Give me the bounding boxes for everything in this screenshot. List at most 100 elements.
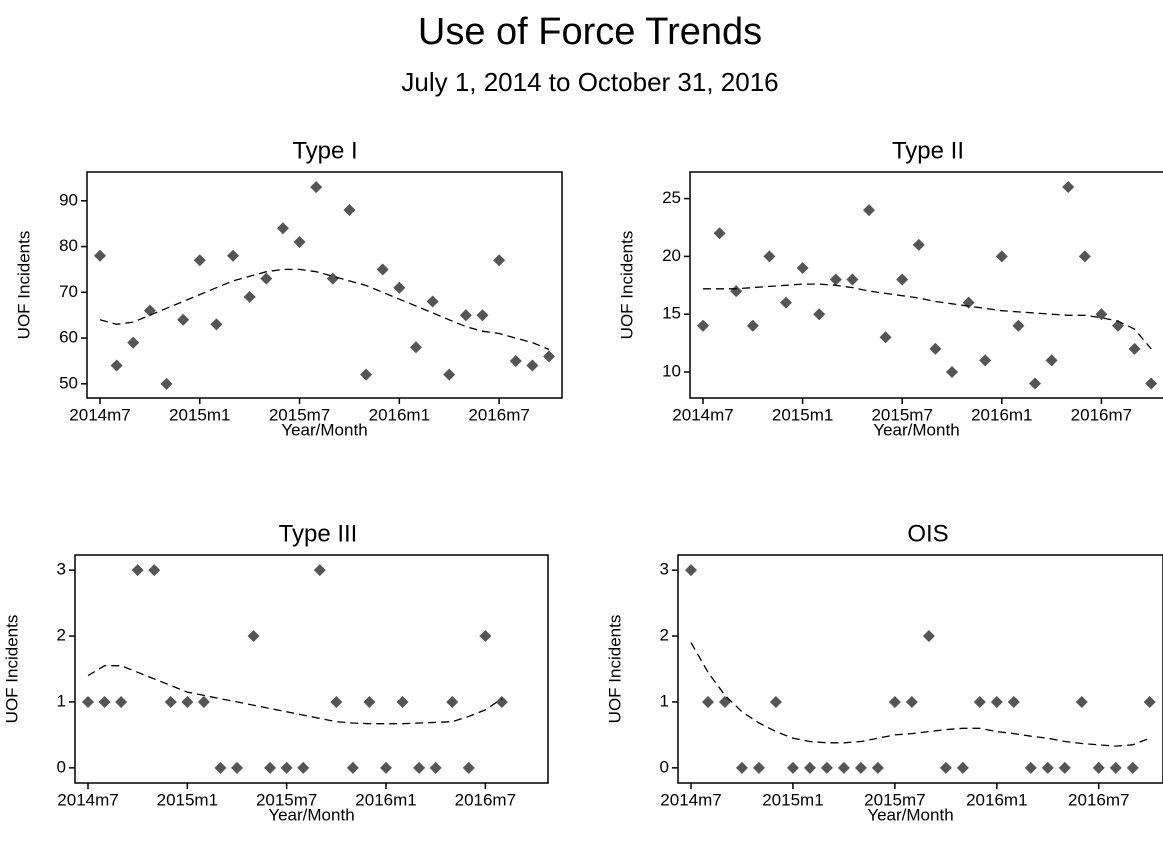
- point: [701, 695, 714, 708]
- point: [1041, 761, 1054, 774]
- point: [280, 761, 293, 774]
- y-tick-label: 15: [662, 304, 681, 323]
- panel-title: Type III: [279, 520, 358, 547]
- point: [803, 761, 816, 774]
- point: [462, 761, 475, 774]
- x-tick-label: 2015m1: [772, 405, 833, 424]
- point: [264, 761, 277, 774]
- point: [922, 630, 935, 643]
- point: [409, 341, 422, 354]
- point: [718, 695, 731, 708]
- point: [310, 181, 323, 194]
- panel-title: OIS: [907, 520, 948, 547]
- point: [376, 263, 389, 276]
- point: [396, 695, 409, 708]
- y-tick-label: 20: [662, 246, 681, 265]
- point: [990, 695, 1003, 708]
- x-tick-label: 2016m1: [971, 405, 1032, 424]
- point: [479, 630, 492, 643]
- panel: Type III 0 1 2 3 2014m7 2015m1 2015m7 2016m1 2016…: [2, 520, 549, 824]
- point: [426, 295, 439, 308]
- plot-frame: [689, 171, 1163, 399]
- point: [946, 365, 958, 378]
- x-tick-label: 2014m7: [57, 790, 118, 809]
- point: [854, 761, 867, 774]
- point: [837, 761, 850, 774]
- point: [210, 318, 223, 331]
- point: [929, 342, 942, 355]
- point: [1109, 761, 1122, 774]
- point: [1092, 761, 1105, 774]
- point: [1012, 319, 1025, 332]
- point: [939, 761, 952, 774]
- point: [543, 350, 555, 363]
- point: [1045, 354, 1058, 367]
- y-tick-label: 25: [662, 188, 681, 207]
- point: [443, 368, 456, 381]
- point: [177, 313, 190, 326]
- point: [1058, 761, 1071, 774]
- y-tick-label: 1: [57, 691, 66, 710]
- main-title: Use of Force Trends: [418, 11, 762, 53]
- point: [160, 377, 173, 390]
- point: [181, 695, 194, 708]
- point: [863, 204, 875, 217]
- x-axis-title: Year/Month: [873, 420, 959, 439]
- x-tick-label: 2015m1: [762, 790, 823, 809]
- y-tick-label: 60: [59, 328, 78, 347]
- point: [148, 564, 161, 577]
- panel-title: Type II: [892, 137, 964, 164]
- point: [956, 761, 969, 774]
- point: [343, 203, 356, 216]
- point: [164, 695, 177, 708]
- point: [1024, 761, 1037, 774]
- point: [1126, 761, 1139, 774]
- y-tick-label: 10: [662, 361, 681, 380]
- point: [888, 695, 901, 708]
- point: [962, 296, 975, 309]
- point: [247, 630, 260, 643]
- point: [1143, 695, 1156, 708]
- y-tick-label: 70: [59, 282, 78, 301]
- point: [829, 273, 842, 286]
- x-tick-label: 2014m7: [672, 405, 733, 424]
- point: [730, 285, 743, 298]
- point: [769, 695, 782, 708]
- point: [995, 250, 1008, 263]
- point: [127, 336, 140, 349]
- point: [509, 354, 522, 367]
- point: [380, 761, 392, 774]
- point: [413, 761, 426, 774]
- point: [1062, 181, 1075, 194]
- point: [459, 309, 472, 322]
- x-tick-label: 2015m7: [256, 790, 317, 809]
- point: [82, 695, 94, 708]
- y-tick-label: 90: [59, 190, 78, 209]
- point: [313, 564, 326, 577]
- x-tick-label: 2016m7: [468, 405, 529, 424]
- point: [330, 695, 343, 708]
- y-tick-label: 80: [59, 236, 78, 255]
- point: [763, 250, 776, 263]
- y-axis-title: UOF Incidents: [605, 615, 624, 724]
- point: [346, 761, 359, 774]
- point: [276, 222, 289, 235]
- point: [846, 273, 859, 286]
- point: [94, 249, 106, 262]
- x-tick-label: 2014m7: [660, 790, 721, 809]
- x-tick-label: 2016m1: [355, 790, 416, 809]
- point: [446, 695, 459, 708]
- y-tick-label: 1: [660, 691, 669, 710]
- y-tick-label: 2: [57, 626, 66, 645]
- point: [820, 761, 833, 774]
- point: [879, 331, 892, 344]
- y-tick-label: 50: [59, 373, 78, 392]
- x-tick-label: 2016m1: [369, 405, 430, 424]
- point: [360, 368, 373, 381]
- point: [1075, 695, 1088, 708]
- point: [363, 695, 376, 708]
- x-tick-label: 2015m7: [269, 405, 330, 424]
- point: [685, 564, 697, 577]
- x-axis-title: Year/Month: [281, 420, 367, 439]
